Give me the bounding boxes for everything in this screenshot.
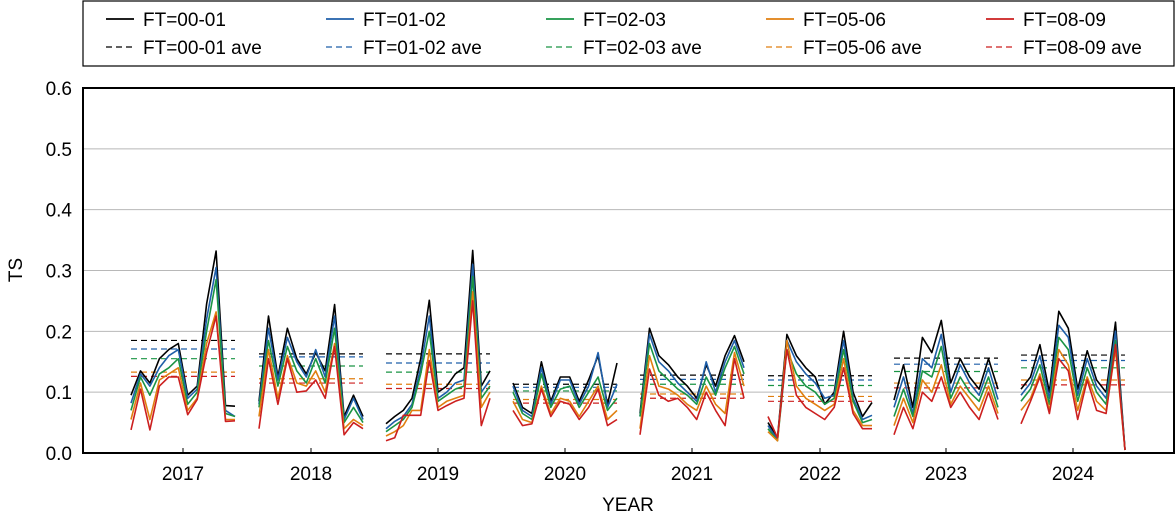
x-tick-label: 2023 — [925, 464, 967, 485]
series-line — [258, 342, 364, 430]
series-line — [893, 345, 999, 418]
series-line — [258, 345, 364, 436]
x-axis-label: YEAR — [602, 495, 654, 516]
series-lines — [130, 249, 1126, 451]
series-line — [512, 351, 618, 418]
x-tick-label: 2017 — [162, 464, 204, 485]
series-line — [893, 333, 999, 415]
series-line — [130, 250, 236, 407]
series-line — [1020, 324, 1126, 451]
x-tick-label: 2022 — [799, 464, 841, 485]
series-line — [258, 327, 364, 424]
series-line — [767, 348, 872, 439]
x-tick-label: 2020 — [544, 464, 586, 485]
legend-label-ave: FT=00-01 ave — [143, 38, 262, 59]
x-tick-label: 2021 — [671, 464, 713, 485]
gridlines — [83, 148, 1174, 393]
series-line — [130, 315, 236, 431]
series-line — [130, 278, 236, 418]
y-tick-label: 0.6 — [46, 79, 72, 100]
series-line — [893, 319, 999, 409]
y-tick-label: 0.3 — [46, 262, 72, 283]
series-line — [258, 315, 364, 421]
series-line — [1020, 310, 1126, 451]
series-line — [1020, 336, 1126, 451]
series-line — [385, 300, 491, 442]
y-axis-label: TS — [6, 258, 27, 282]
y-tick-label: 0.2 — [46, 322, 72, 343]
series-line — [512, 385, 618, 424]
series-line — [385, 275, 491, 433]
series-line — [639, 342, 745, 417]
legend-label-ave: FT=08-09 ave — [1023, 38, 1142, 59]
x-tick-label: 2019 — [417, 464, 459, 485]
legend-label-ave: FT=01-02 ave — [363, 38, 482, 59]
series-line — [639, 351, 745, 429]
y-tick-label: 0.0 — [46, 444, 72, 465]
plot-area-frame — [82, 87, 1175, 454]
legend-label-ave: FT=05-06 ave — [803, 38, 922, 59]
y-tick-label: 0.1 — [46, 383, 72, 404]
series-line — [1020, 343, 1126, 451]
legend-frame — [82, 0, 1175, 67]
legend-label: FT=08-09 — [1023, 10, 1106, 31]
legend-label-ave: FT=02-03 ave — [583, 38, 702, 59]
legend: FT=00-01 FT=00-01 ave FT=01-02 FT=01-02 ave… — [82, 0, 1175, 67]
y-tick-label: 0.5 — [46, 140, 72, 161]
series-line — [639, 333, 745, 417]
series-line — [893, 376, 999, 436]
y-tick-label: 0.4 — [46, 201, 73, 222]
legend-label: FT=01-02 — [363, 10, 446, 31]
legend-label: FT=05-06 — [803, 10, 886, 31]
series-line — [639, 327, 745, 414]
series-line — [512, 373, 618, 421]
x-tick-label: 2024 — [1052, 464, 1095, 485]
legend-label: FT=02-03 — [583, 10, 666, 31]
legend-label: FT=00-01 — [143, 10, 226, 31]
series-line — [639, 357, 745, 435]
series-line — [893, 363, 999, 426]
x-axis-ticks: 2017 2018 2019 2020 2021 2022 2023 2024 — [162, 448, 1095, 485]
y-axis-ticks: 0.0 0.1 0.2 0.3 0.4 0.5 0.6 — [46, 79, 73, 465]
series-line — [512, 388, 618, 427]
x-tick-label: 2018 — [290, 464, 332, 485]
